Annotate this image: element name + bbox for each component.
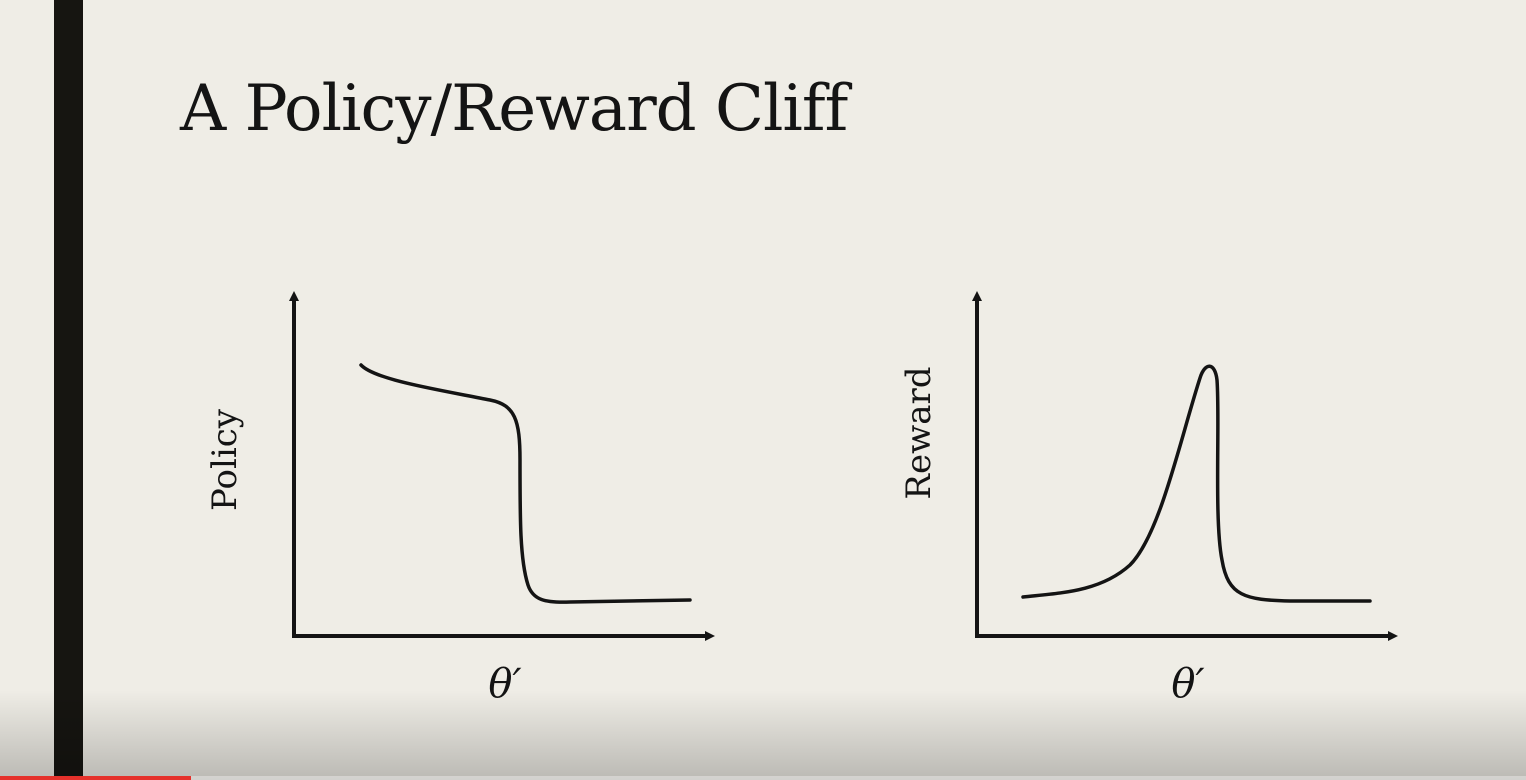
reward-curve [1021, 364, 1372, 603]
reward-x-label: θ′ [1171, 661, 1204, 707]
policy-graph: Policy θ′ [205, 291, 715, 707]
reward-graph: Reward θ′ [899, 291, 1398, 707]
video-progress-bar[interactable] [0, 776, 1526, 780]
policy-y-label: Policy [205, 408, 245, 511]
slide-title: A Policy/Reward Cliff [180, 72, 848, 146]
policy-curve [359, 363, 692, 604]
policy-x-label: θ′ [488, 661, 521, 707]
reward-y-label: Reward [899, 366, 939, 499]
video-progress-fill [0, 776, 191, 780]
left-accent-bar [54, 0, 83, 780]
